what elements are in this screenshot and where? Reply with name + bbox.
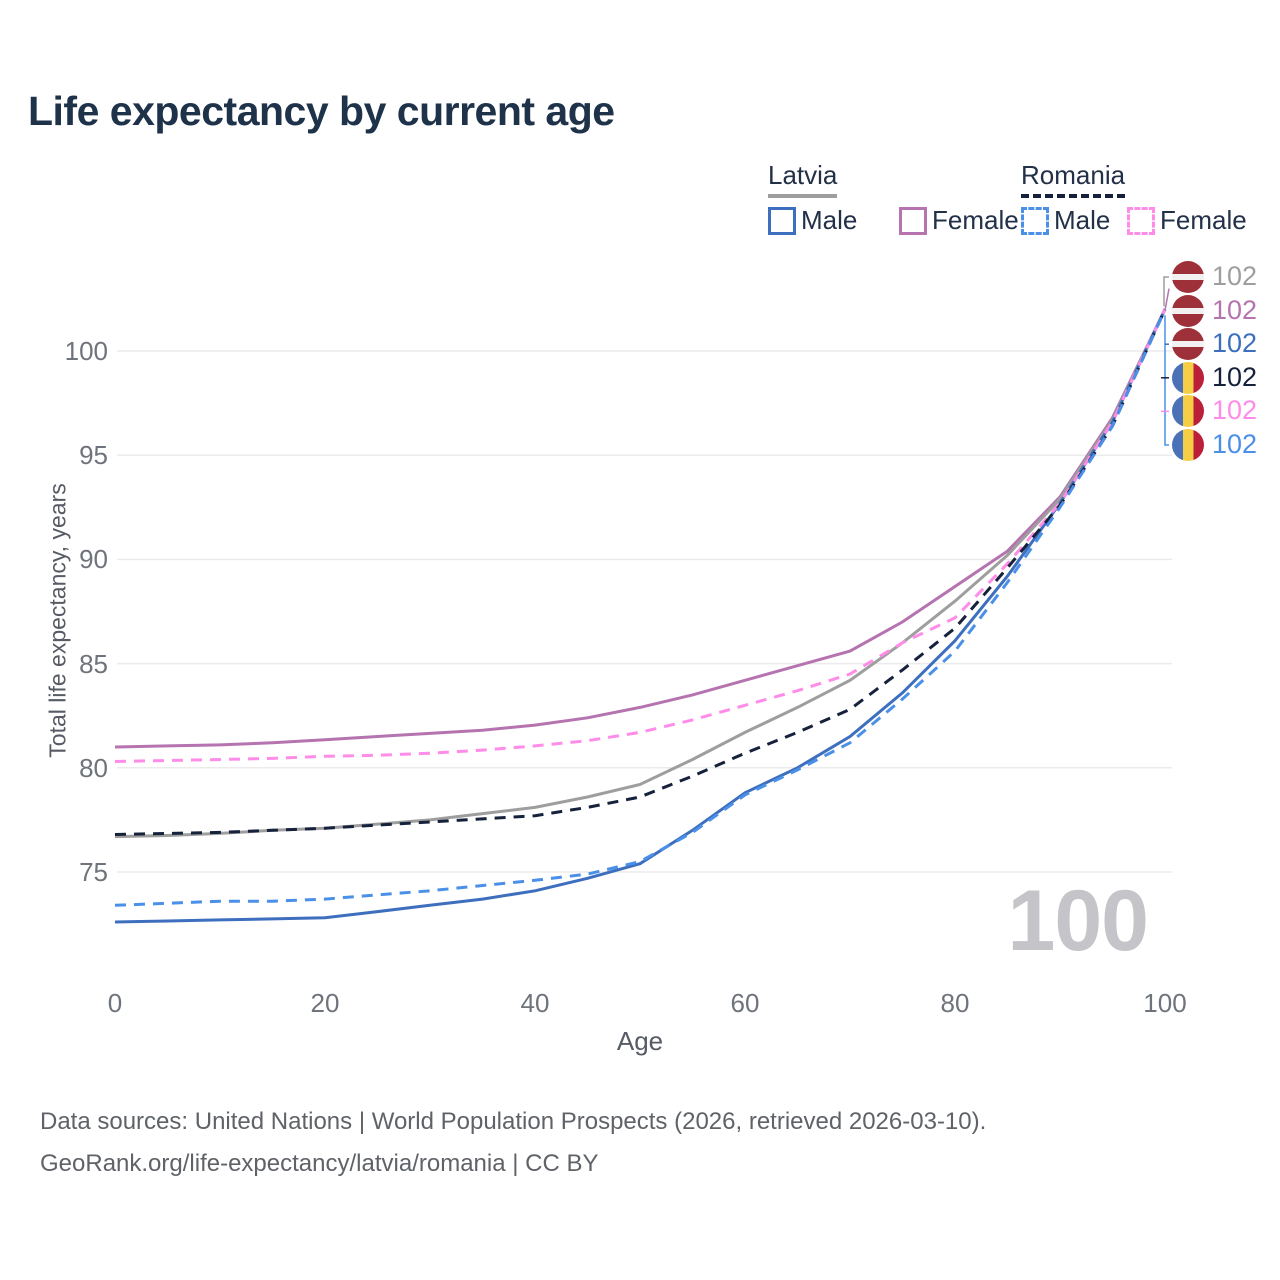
legend-swatch-latvia-female[interactable]	[899, 207, 927, 235]
series-line-latvia-male	[114, 308, 1167, 924]
romania-flag-icon	[1172, 395, 1204, 428]
x-tick-label: 0	[107, 988, 123, 1018]
attribution-text: GeoRank.org/life-expectancy/latvia/roman…	[40, 1150, 599, 1177]
x-axis-title: Age	[616, 1026, 664, 1056]
y-tick-label: 75	[79, 857, 108, 887]
end-value-latvia: 102	[1212, 261, 1258, 291]
y-tick-label: 95	[79, 440, 108, 471]
end-value-latvia-male: 102	[1212, 328, 1258, 359]
y-tick-label: 90	[79, 544, 108, 575]
x-tick-label: 40	[520, 988, 550, 1018]
data-sources-text: Data sources: United Nations | World Pop…	[40, 1108, 987, 1135]
x-tick-label: 20	[310, 988, 340, 1018]
legend-label-latvia-male[interactable]: Male	[801, 205, 858, 235]
legend-group-romania[interactable]: Romania	[1021, 160, 1126, 198]
y-tick-label: 80	[79, 752, 108, 783]
legend-group-latvia[interactable]: Latvia	[768, 160, 838, 198]
x-tick-label: 60	[730, 988, 760, 1018]
legend-swatch-romania-female[interactable]	[1127, 207, 1155, 235]
legend-label-romania-male[interactable]: Male	[1054, 205, 1111, 235]
x-tick-label: 80	[940, 988, 970, 1018]
legend-label-romania-female[interactable]: Female	[1160, 205, 1247, 235]
end-value-romania-male: 102	[1212, 429, 1258, 459]
latvia-flag-icon	[1172, 294, 1204, 327]
series-line-latvia-female	[114, 308, 1167, 749]
end-value-romania: 102	[1212, 361, 1258, 392]
romania-flag-icon	[1172, 361, 1204, 394]
y-tick-label: 85	[79, 648, 108, 679]
end-value-latvia-female: 102	[1212, 294, 1258, 325]
legend-label-latvia-female[interactable]: Female	[932, 205, 1019, 235]
series-line-romania	[114, 308, 1167, 836]
series-line-romania-female	[114, 308, 1167, 763]
y-tick-label: 100	[64, 336, 108, 366]
romania-flag-icon	[1172, 429, 1204, 461]
age-indicator-watermark: 100	[1007, 873, 1150, 969]
series-line-romania-male	[114, 308, 1167, 907]
latvia-flag-icon	[1172, 261, 1204, 293]
legend-swatch-romania-male[interactable]	[1021, 207, 1049, 235]
legend-swatch-latvia-male[interactable]	[768, 207, 796, 235]
latvia-flag-icon	[1172, 328, 1204, 361]
end-value-romania-female: 102	[1212, 395, 1258, 426]
x-tick-label: 100	[1143, 988, 1187, 1018]
page-title: Life expectancy by current age	[28, 88, 615, 134]
